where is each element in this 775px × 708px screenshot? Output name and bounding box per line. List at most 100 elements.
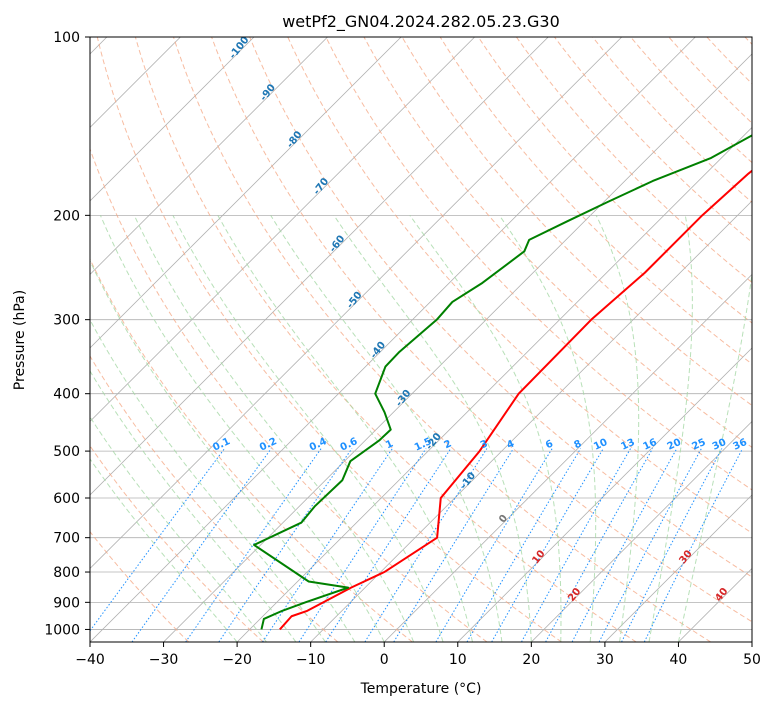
moist-adiabat-7 [172, 215, 444, 642]
x-tick-label-7: 30 [596, 652, 614, 668]
moist-adiabat-8 [217, 215, 473, 642]
isotherm-line-19 [604, 494, 752, 642]
y-tick-label-9: 1000 [44, 622, 80, 638]
isotherm-line-11 [90, 37, 623, 570]
dry-adiabat-22 [744, 37, 752, 45]
dry-adiabat-9 [249, 37, 752, 578]
moist-adiabat-14 [648, 215, 693, 642]
x-axis-label: Temperature (°C) [360, 681, 482, 697]
mixing-ratio-label-11: 10 [592, 437, 609, 453]
isotherm-line-15 [310, 200, 752, 642]
dry-adiabat-7 [173, 37, 712, 642]
isotherm-label-11: 10 [530, 548, 547, 566]
isotherm-line-8 [90, 37, 402, 349]
isotherm-line-16 [383, 273, 752, 642]
isotherm-line-17 [457, 347, 752, 642]
dry-adiabat-11 [325, 37, 752, 491]
moist-adiabat-1 [90, 415, 267, 642]
isotherm-label-14: 40 [713, 586, 730, 604]
x-tick-label-4: 0 [380, 652, 389, 668]
mixing-ratio-line-10 [466, 448, 582, 642]
x-tick-label-3: −10 [296, 652, 326, 668]
isotherm-label-2: -80 [285, 129, 305, 150]
dry-adiabat-5 [96, 37, 562, 642]
mixing-ratio-line-11 [491, 448, 604, 642]
x-tick-label-1: −30 [149, 652, 179, 668]
moist-adiabat-9 [270, 215, 503, 642]
dewpoint-profile-line [253, 134, 752, 630]
y-tick-label-8: 900 [53, 595, 80, 611]
isotherm-label-13: 30 [678, 548, 695, 566]
isotherm-line-14 [236, 126, 752, 642]
dry-adiabat-8 [211, 37, 752, 623]
y-axis-label: Pressure (hPa) [12, 290, 28, 390]
isotherm-label-6: -40 [368, 340, 388, 361]
dry-adiabat-2 [90, 355, 339, 642]
mixing-ratio-label-15: 25 [690, 437, 707, 453]
x-tick-label-8: 40 [670, 652, 688, 668]
mixing-ratio-label-12: 13 [619, 437, 636, 453]
mixing-ratio-label-9: 6 [544, 438, 555, 451]
isotherm-line-7 [90, 37, 328, 275]
isotherm-label-10: 0 [497, 513, 510, 525]
mixing-ratio-label-8: 4 [505, 438, 516, 451]
dry-adiabat-3 [90, 258, 413, 642]
x-tick-label-5: 10 [449, 652, 467, 668]
dry-adiabat-6 [134, 37, 637, 642]
y-tick-label-0: 100 [53, 30, 80, 46]
mixing-ratio-line-1 [131, 448, 272, 642]
dry-adiabat-0 [90, 530, 190, 642]
isotherm-label-0: -100 [227, 35, 251, 62]
x-tick-label-0: −40 [75, 652, 105, 668]
mixing-ratio-line-16 [621, 448, 723, 642]
mixing-ratio-line-5 [298, 448, 427, 642]
mixing-ratio-label-10: 8 [573, 438, 584, 451]
mixing-ratio-line-0 [90, 448, 225, 632]
moist-adiabat-12 [498, 215, 597, 642]
mixing-ratio-line-9 [435, 448, 553, 642]
x-tick-label-6: 20 [522, 652, 540, 668]
mixing-ratio-line-8 [393, 448, 514, 642]
mixing-ratio-line-6 [325, 448, 452, 642]
plot-frame [89, 36, 753, 643]
mixing-ratio-label-17: 36 [732, 437, 749, 453]
isotherm-line-12 [90, 37, 696, 642]
moist-adiabat-0 [90, 458, 238, 642]
y-tick-label-3: 400 [53, 387, 80, 403]
mixing-ratio-label-4: 1 [384, 438, 395, 451]
isotherm-label-5: -50 [345, 290, 365, 311]
isotherm-label-1: -90 [258, 82, 278, 103]
mixing-ratio-line-4 [262, 448, 393, 642]
y-tick-label-7: 800 [53, 565, 80, 581]
dry-adiabat-14 [439, 37, 752, 365]
mixing-ratio-line-14 [571, 448, 678, 642]
mixing-ratio-label-16: 30 [711, 437, 728, 453]
moist-adiabat-4 [90, 259, 356, 642]
isotherm-line-21 [751, 641, 752, 642]
y-tick-label-6: 700 [53, 531, 80, 547]
mixing-ratio-labels: 0.1 0.2 0.4 0.6 1 1.5 2 3 4 6 8 10 13 16 20 25 30 36 [211, 436, 749, 453]
mixing-ratio-label-14: 20 [666, 437, 683, 453]
mixing-ratio-label-13: 16 [641, 437, 658, 453]
mixing-ratio-line-17 [643, 448, 744, 642]
isotherm-label-4: -60 [328, 234, 348, 255]
moist-adiabat-2 [90, 370, 297, 642]
x-tick-label-2: −20 [222, 652, 252, 668]
x-tick-label-9: 50 [743, 652, 761, 668]
dry-adiabat-1 [90, 445, 264, 642]
temperature-profile-line [279, 169, 752, 631]
mixing-ratio-line-7 [364, 448, 488, 642]
dry-adiabat-4 [90, 147, 488, 642]
dry-adiabat-15 [477, 37, 752, 324]
y-tick-label-5: 600 [53, 491, 80, 507]
mixing-ratio-line-15 [598, 448, 702, 642]
moist-adiabat-5 [99, 215, 385, 642]
moist-adiabat-15 [677, 270, 752, 642]
dry-adiabat-16 [515, 37, 752, 284]
isotherm-line-18 [531, 420, 752, 642]
isotherm-line-20 [678, 567, 752, 642]
dry-adiabat-19 [630, 37, 752, 164]
moist-adiabat-3 [90, 318, 326, 642]
dry-adiabat-13 [401, 37, 752, 407]
